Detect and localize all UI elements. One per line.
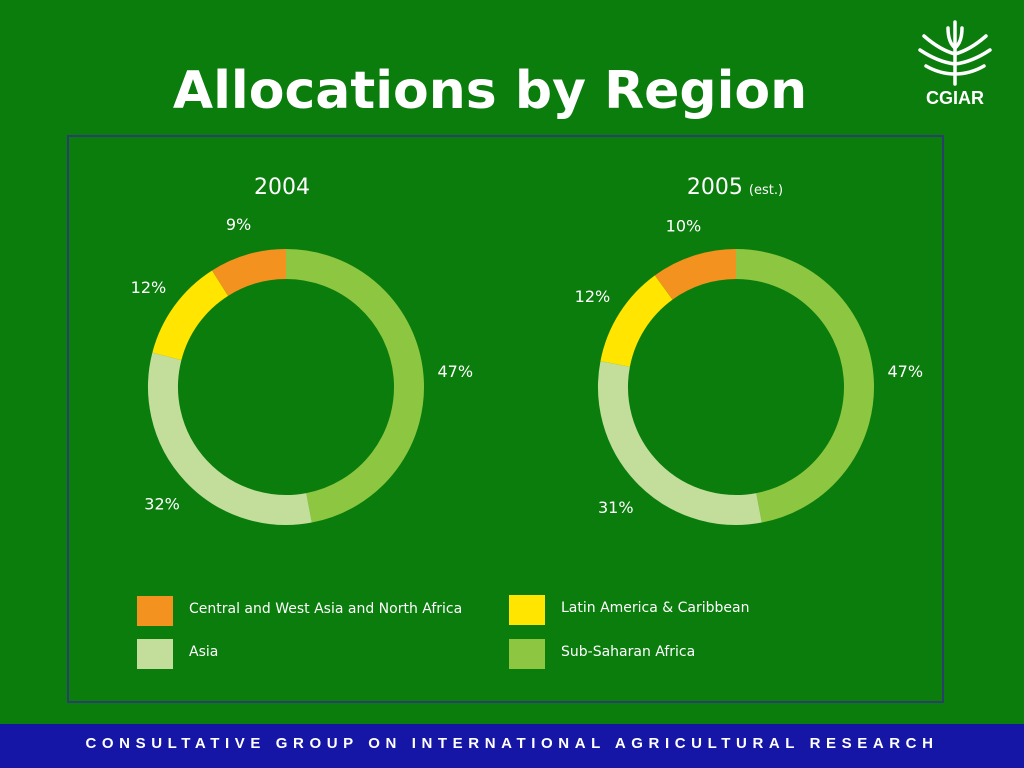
legend-swatch: [137, 596, 173, 626]
data-label: 47%: [437, 362, 473, 381]
donut-charts: 2004 47% 32% 12% 9% 2005 (est.) 47% 31% 12% 10%: [131, 175, 923, 525]
logo-text: CGIAR: [926, 88, 984, 108]
data-label: 10%: [666, 216, 702, 235]
cgiar-logo: CGIAR: [912, 14, 998, 114]
legend-swatch: [509, 639, 545, 669]
legend-label: Asia: [189, 644, 219, 660]
donut-segment: [152, 270, 229, 361]
legend-label: Sub-Saharan Africa: [561, 644, 696, 660]
data-label: 12%: [131, 278, 167, 297]
legend-swatch: [137, 639, 173, 669]
chart-title-2004: 2004: [254, 175, 310, 200]
donut-segment: [735, 249, 874, 523]
chart-title-note: (est.): [749, 183, 783, 198]
chart-panel: 2004 47% 32% 12% 9% 2005 (est.) 47% 31% 12% 10%…: [67, 135, 944, 703]
data-label: 9%: [226, 215, 251, 234]
donut-segment: [654, 249, 737, 300]
data-label: 31%: [598, 498, 634, 517]
footer-text: CONSULTATIVE GROUP ON INTERNATIONAL AGRI…: [85, 735, 939, 752]
slide-title: Allocations by Region: [172, 61, 808, 121]
donut-segment: [285, 249, 424, 523]
footer-bar: CONSULTATIVE GROUP ON INTERNATIONAL AGRI…: [0, 724, 1024, 768]
donut-segment: [598, 361, 762, 525]
donut-segment: [212, 249, 287, 297]
wheat-leaf-icon: [918, 20, 992, 86]
data-label: 32%: [144, 494, 180, 513]
chart-title-2005: 2005 (est.): [687, 175, 783, 200]
legend-label: Latin America & Caribbean: [561, 600, 750, 616]
legend-label: Central and West Asia and North Africa: [189, 601, 463, 617]
data-label: 47%: [887, 362, 923, 381]
donut-segment: [600, 275, 673, 368]
donut-chart-2004: 2004 47% 32% 12% 9%: [131, 175, 473, 525]
legend-swatch: [509, 595, 545, 625]
data-label: 12%: [575, 287, 611, 306]
donut-chart-2005: 2005 (est.) 47% 31% 12% 10%: [575, 175, 923, 525]
donut-segment: [148, 352, 312, 525]
